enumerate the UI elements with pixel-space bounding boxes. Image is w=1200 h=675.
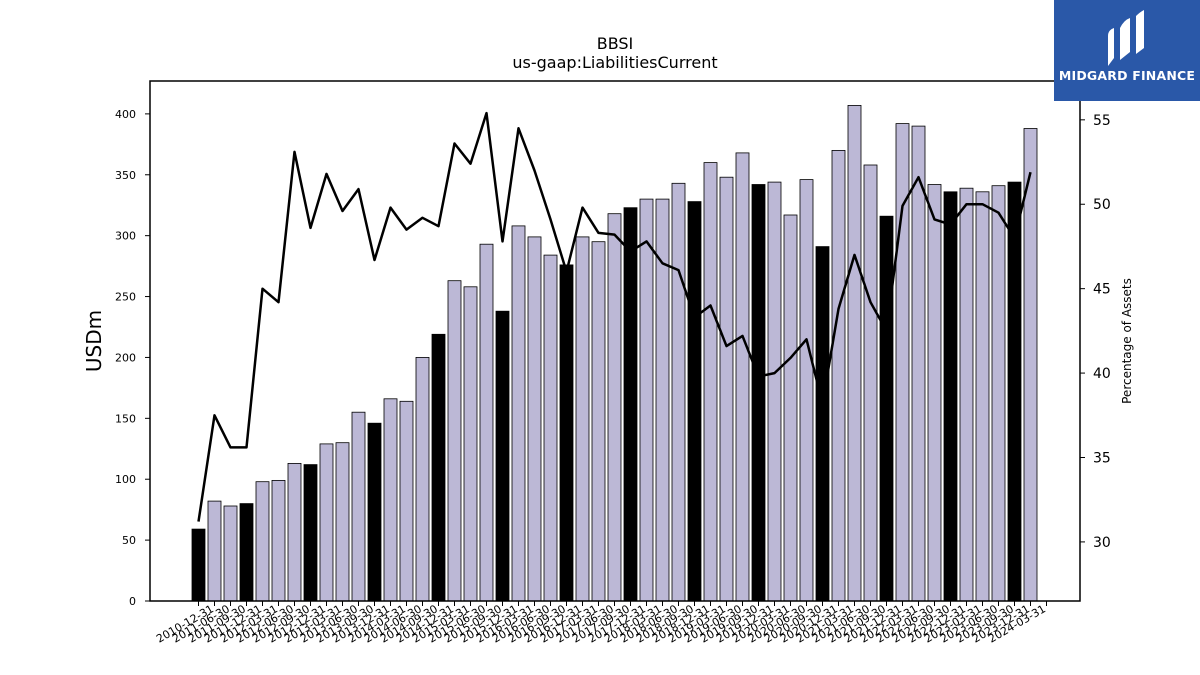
- brand-logo: MIDGARD FINANCE: [1054, 0, 1200, 101]
- bar: [495, 310, 510, 602]
- bar: [655, 198, 670, 602]
- y-tick-label: 100: [115, 473, 136, 486]
- bar: [527, 236, 542, 602]
- logo-mark-icon: [1108, 10, 1144, 66]
- bar: [943, 191, 958, 602]
- bar: [639, 198, 654, 602]
- line-series: [197, 111, 1032, 522]
- bar: [415, 356, 430, 602]
- bar: [335, 442, 350, 602]
- bar: [1023, 128, 1038, 602]
- bar: [319, 443, 334, 602]
- bar-series: [191, 105, 1038, 602]
- bar: [431, 333, 446, 602]
- bar: [607, 213, 622, 602]
- bar: [783, 214, 798, 602]
- bar: [719, 176, 734, 602]
- bar: [927, 184, 942, 602]
- y-tick-label: 350: [115, 169, 136, 182]
- bar: [703, 162, 718, 602]
- bar: [687, 201, 702, 602]
- bar: [223, 505, 238, 602]
- bar: [207, 500, 222, 602]
- bar: [623, 207, 638, 602]
- bar: [399, 400, 414, 602]
- bar: [351, 411, 366, 602]
- bar: [879, 215, 894, 602]
- bar: [831, 149, 846, 602]
- bar: [815, 246, 830, 602]
- chart-subtitle: us-gaap:LiabilitiesCurrent: [512, 53, 717, 72]
- bar: [991, 185, 1006, 602]
- y-tick-label: 150: [115, 412, 136, 425]
- y-tick-label: 0: [129, 595, 136, 608]
- y-tick-label: 400: [115, 108, 136, 121]
- bar: [751, 184, 766, 602]
- bar: [863, 164, 878, 602]
- bar: [479, 243, 494, 602]
- y2-tick-label: 45: [1093, 282, 1111, 298]
- line-series-path: [197, 111, 1032, 522]
- bar: [847, 105, 862, 602]
- bar: [447, 280, 462, 602]
- y2-tick-label: 35: [1093, 450, 1111, 466]
- y2-tick-label: 30: [1093, 535, 1111, 551]
- y-tick-label: 50: [122, 534, 136, 547]
- bar: [559, 264, 574, 602]
- bar: [1007, 181, 1022, 602]
- bar: [543, 254, 558, 602]
- bar: [303, 464, 318, 602]
- y2-tick-label: 55: [1093, 113, 1111, 129]
- axes: 0501001502002503003504003035404550552010…: [115, 80, 1111, 646]
- bar: [367, 422, 382, 602]
- y2-tick-label: 50: [1093, 197, 1111, 213]
- chart-title: BBSI: [597, 34, 634, 53]
- bar: [975, 191, 990, 602]
- bar: [911, 125, 926, 602]
- bar: [463, 286, 478, 602]
- y-tick-label: 300: [115, 230, 136, 243]
- y2-axis-label: Percentage of Assets: [1120, 278, 1134, 404]
- bar: [575, 236, 590, 602]
- bar: [191, 528, 206, 602]
- bar: [271, 479, 286, 602]
- logo-text: MIDGARD FINANCE: [1058, 68, 1196, 83]
- bar: [671, 182, 686, 602]
- y-tick-label: 250: [115, 291, 136, 304]
- bar: [591, 241, 606, 602]
- bar: [735, 152, 750, 602]
- y-axis-label: USDm: [82, 310, 106, 372]
- bar: [799, 179, 814, 602]
- bar: [959, 187, 974, 602]
- bar: [767, 181, 782, 602]
- y-tick-label: 200: [115, 351, 136, 364]
- bar: [287, 462, 302, 602]
- y2-tick-label: 40: [1093, 366, 1111, 382]
- bar: [255, 481, 270, 602]
- bar: [383, 398, 398, 602]
- bar: [511, 225, 526, 602]
- bar: [239, 503, 254, 602]
